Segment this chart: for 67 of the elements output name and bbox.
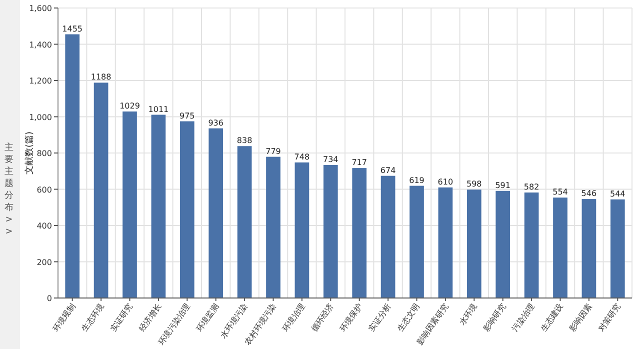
data-label: 544	[610, 189, 626, 198]
data-label: 1188	[90, 72, 112, 82]
x-tick-label: 实证分析	[366, 302, 393, 334]
bar	[466, 190, 482, 298]
data-label: 748	[294, 152, 310, 162]
data-label: 734	[323, 154, 338, 164]
bar	[208, 128, 224, 298]
data-label: 838	[236, 136, 252, 146]
bar	[151, 114, 166, 298]
x-tick-label: 环境保护	[338, 302, 364, 334]
x-tick-label: 污染治理	[510, 302, 536, 334]
y-tick-label: 400	[36, 222, 52, 230]
bar	[237, 146, 252, 298]
y-tick-label: 200	[36, 258, 52, 267]
x-tick-label: 生态环境	[80, 302, 106, 334]
y-tick-label: 0	[46, 294, 52, 303]
y-tick-label: 1,400	[29, 40, 52, 50]
y-axis-title: 文献数(篇)	[24, 131, 35, 175]
x-tick-label: 经济增长	[137, 302, 164, 334]
y-tick-label: 1,000	[29, 112, 52, 122]
data-label: 598	[466, 180, 482, 189]
bar	[180, 121, 194, 298]
data-label: 546	[581, 189, 597, 198]
bar	[524, 192, 539, 298]
bar	[266, 156, 280, 298]
data-label: 610	[438, 177, 454, 186]
bar	[323, 164, 338, 298]
data-label: 619	[409, 176, 424, 185]
y-tick-label: 800	[36, 149, 52, 158]
data-label: 591	[495, 180, 510, 190]
data-label: 975	[180, 111, 195, 120]
y-tick-label: 1,600	[29, 4, 52, 13]
bar	[610, 199, 625, 298]
x-tick-label: 生态文明	[396, 302, 422, 334]
x-tick-label: 对策研究	[596, 302, 622, 334]
bar	[553, 198, 568, 298]
x-tick-label: 环境治理	[280, 302, 307, 334]
bar	[65, 34, 80, 298]
text: 主要主题分布 >>	[4, 142, 14, 237]
y-tick-label: 600	[36, 185, 52, 194]
bar	[352, 168, 367, 298]
data-label: 1011	[148, 104, 169, 114]
bar	[94, 82, 108, 298]
x-tick-label: 循环经济	[310, 302, 336, 334]
data-label: 674	[380, 166, 396, 175]
x-tick-label: 影响研究	[482, 302, 508, 334]
data-label: 1455	[62, 24, 83, 34]
data-label: 717	[352, 158, 367, 168]
x-tick-label: 生态建设	[539, 302, 565, 334]
data-label: 779	[266, 146, 281, 156]
data-label: 582	[524, 182, 540, 192]
y-tick-label: 1,200	[29, 76, 52, 86]
data-label: 1029	[120, 101, 140, 110]
x-tick-label: 实证研究	[108, 302, 134, 334]
data-label: 554	[552, 188, 568, 197]
x-tick-label: 环境监测	[194, 302, 220, 334]
bar	[122, 111, 137, 298]
bar	[438, 187, 453, 298]
x-tick-label: 影响因素	[568, 302, 594, 334]
data-label: 936	[208, 118, 224, 128]
bar	[582, 199, 596, 298]
bar	[380, 176, 396, 298]
bar	[294, 162, 310, 298]
bar	[496, 190, 510, 298]
bar	[410, 186, 424, 298]
x-tick-label: 水环境	[458, 302, 479, 327]
x-tick-label: 环境规制	[51, 302, 77, 334]
